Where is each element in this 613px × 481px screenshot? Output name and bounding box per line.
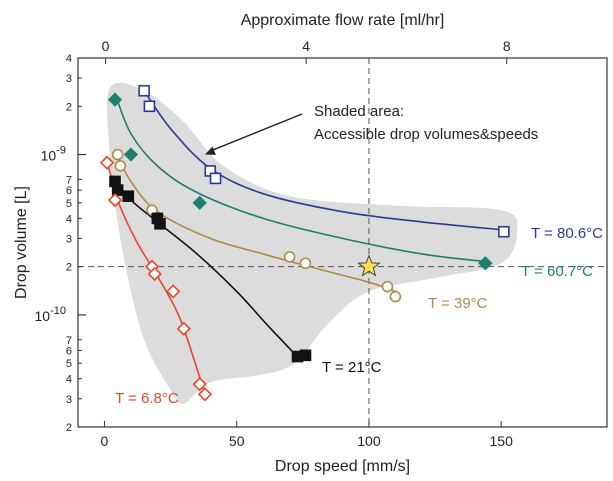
y-minor-tick-label: 4 [66,213,72,225]
annotation-arrow-head [204,146,216,155]
data-point-s0-1 [143,100,156,113]
data-point-s3-1 [111,184,124,196]
series-label-1: T = 60.7°C [521,263,593,280]
y-minor-tick-label: 3 [66,394,72,406]
star-marker [357,254,381,277]
top-x-tick-label: 0 [102,38,110,54]
y-minor-tick-label: 3 [66,73,72,85]
data-point-s3-2 [122,190,135,202]
data-point-s2-1 [114,160,127,172]
shaded-region [106,82,518,404]
data-point-s1-0 [107,92,123,107]
data-points-layer [99,84,510,402]
y-minor-tick-label: 2 [66,101,72,113]
data-point-s0-3 [209,172,222,185]
data-point-s4-6 [192,377,207,392]
series-label-4: T = 6.8°C [115,390,179,407]
shaded-region-layer [106,82,518,404]
x-tick-label: 150 [490,433,514,449]
data-point-s1-3 [478,256,493,271]
data-point-s4-4 [166,284,181,299]
data-point-s2-5 [381,280,394,293]
data-point-s2-4 [299,257,312,270]
y-minor-tick-label: 2 [66,422,72,434]
fit-curve-2 [114,150,396,293]
x-tick-label: 100 [357,433,381,449]
fit-curve-0 [143,90,502,231]
y-major-tick-label: 10-10 [35,305,66,324]
y-minor-tick-label: 4 [66,53,72,65]
x-tick-label: 50 [229,433,245,449]
y-minor-tick-label: 4 [66,374,72,386]
y-minor-tick-label: 5 [66,358,72,370]
y-axis-title: Drop volume [L] [13,186,30,299]
y-minor-tick-label: 6 [66,185,72,197]
top-x-tick-label: 8 [503,38,511,54]
reference-lines-layer [78,58,607,427]
data-point-s4-5 [176,321,191,336]
data-point-s0-0 [138,84,150,97]
data-point-s2-3 [283,251,296,263]
data-point-s4-3 [147,266,162,282]
data-point-s3-4 [154,217,166,230]
data-point-s4-0 [99,155,115,170]
series-label-3: T = 21°C [322,359,382,376]
x-tick-label: 0 [101,433,109,449]
data-point-s3-6 [299,349,312,362]
annotation-line-2: Accessible drop volumes&speeds [314,126,538,143]
data-point-s4-7 [197,387,213,402]
data-point-s1-2 [192,195,207,210]
axes-layer [77,57,608,428]
series-label-2: T = 39°C [428,295,488,312]
y-minor-tick-label: 7 [66,174,72,186]
data-point-s0-4 [498,225,510,238]
annotation-arrow-line [208,113,303,153]
x-axis-title: Drop speed [mm/s] [275,458,410,475]
top-axis-title: Approximate flow rate [ml/hr] [241,12,445,29]
y-major-tick-label: 10-9 [41,145,66,164]
annotation-line-1: Shaded area: [314,103,404,120]
data-point-s4-1 [107,192,123,208]
y-minor-tick-label: 3 [66,233,72,245]
series-label-0: T = 80.6°C [531,225,603,242]
data-point-s2-0 [111,148,124,161]
y-minor-tick-label: 6 [66,345,72,357]
y-minor-tick-label: 5 [66,198,72,210]
y-minor-tick-label: 2 [66,262,72,274]
labels-layer: Approximate flow rate [ml/hr] Drop speed… [13,12,538,475]
fit-curve-1 [114,93,486,263]
y-minor-tick-label: 7 [66,335,72,347]
plot-frame [77,57,608,428]
top-x-tick-label: 4 [302,38,310,54]
data-point-s2-6 [389,290,402,303]
data-point-s1-1 [123,147,139,162]
